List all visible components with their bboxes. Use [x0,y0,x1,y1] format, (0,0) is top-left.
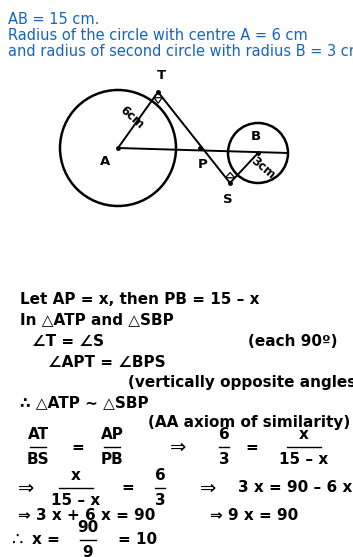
Text: B: B [251,130,261,143]
Text: (each 90º): (each 90º) [248,334,337,349]
Text: =: = [122,481,134,496]
Text: x: x [71,468,81,483]
Text: In △ATP and △SBP: In △ATP and △SBP [20,312,174,327]
Text: x: x [299,427,309,442]
Text: ∠APT = ∠BPS: ∠APT = ∠BPS [48,355,166,370]
Text: BS: BS [27,452,49,467]
Text: ∠T = ∠S: ∠T = ∠S [32,334,104,349]
Text: (AA axiom of similarity): (AA axiom of similarity) [148,415,350,430]
Text: ⇒: ⇒ [170,437,186,457]
Text: PB: PB [101,452,124,467]
Text: AP: AP [101,427,124,442]
Text: =: = [246,439,258,455]
Text: Let AP = x, then PB = 15 – x: Let AP = x, then PB = 15 – x [20,292,259,307]
Text: 3: 3 [219,452,229,467]
Text: 3cm: 3cm [248,154,277,182]
Text: 3: 3 [155,493,165,508]
Text: ⇒ 3 x + 6 x = 90: ⇒ 3 x + 6 x = 90 [18,509,155,524]
Text: ⇒: ⇒ [200,478,216,497]
Text: and radius of second circle with radius B = 3 cm.: and radius of second circle with radius … [8,44,353,59]
Text: x =: x = [32,532,60,548]
Text: = 10: = 10 [118,532,157,548]
Text: P: P [198,158,208,171]
Text: 9: 9 [83,545,93,557]
Text: ∴ △ATP ∼ △SBP: ∴ △ATP ∼ △SBP [20,395,149,410]
Text: 90: 90 [77,520,98,535]
Text: ⇒ 9 x = 90: ⇒ 9 x = 90 [210,509,298,524]
Text: 6: 6 [219,427,229,442]
Text: 3 x = 90 – 6 x: 3 x = 90 – 6 x [238,481,352,496]
Text: ∴: ∴ [12,531,24,549]
Text: AT: AT [28,427,49,442]
Text: T: T [156,69,166,82]
Text: ⇒: ⇒ [18,478,34,497]
Text: Radius of the circle with centre A = 6 cm: Radius of the circle with centre A = 6 c… [8,28,308,43]
Text: 6cm: 6cm [118,104,146,132]
Text: =: = [72,439,84,455]
Text: A: A [100,155,110,168]
Text: (vertically opposite angles): (vertically opposite angles) [128,375,353,390]
Text: 15 – x: 15 – x [279,452,329,467]
Text: S: S [223,193,233,206]
Text: 6: 6 [155,468,165,483]
Text: 15 – x: 15 – x [52,493,101,508]
Text: AB = 15 cm.: AB = 15 cm. [8,12,100,27]
